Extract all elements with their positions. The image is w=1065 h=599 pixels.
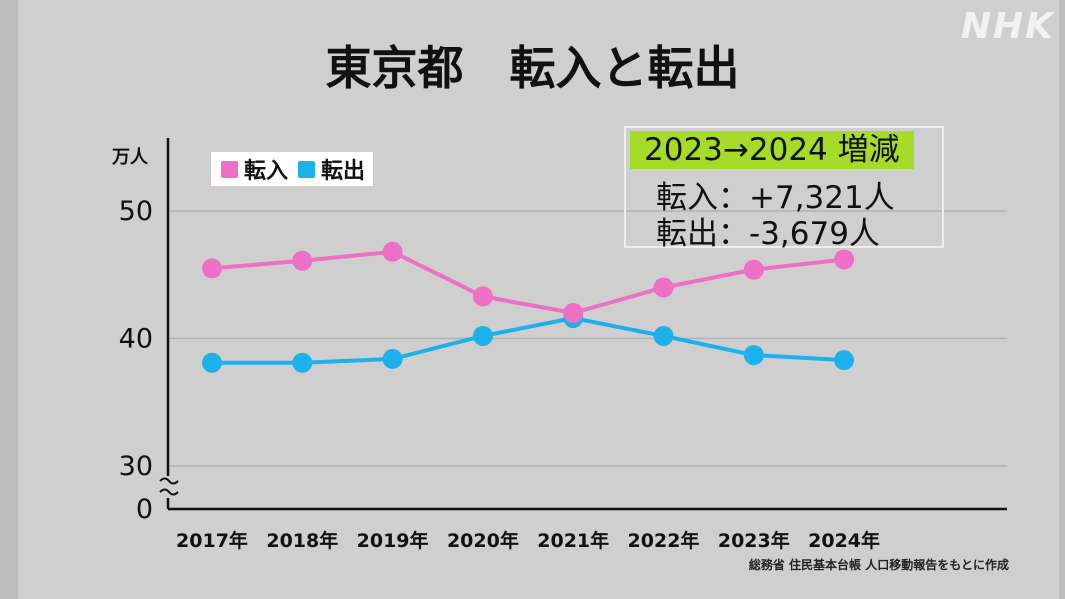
change-info-tennyu: 転入：+7,321人 <box>656 180 895 216</box>
source-note: 総務省 住民基本台帳 人口移動報告をもとに作成 <box>748 558 1009 572</box>
series-1-point-7 <box>834 350 855 371</box>
legend-label-tennyu: 転入 <box>244 159 289 184</box>
series-0-point-2 <box>382 241 403 262</box>
y-axis-unit-label: 万人 <box>111 147 149 168</box>
legend-label-tenshutsu: 転出 <box>321 159 366 184</box>
series-line-0 <box>211 249 845 316</box>
series-1-point-5 <box>653 325 674 346</box>
change-info-tenshutsu: 転出：-3,679人 <box>656 216 880 252</box>
y-tick-label-0: 0 <box>136 494 153 525</box>
left-border-strip <box>0 0 18 599</box>
y-tick-label-30: 30 <box>119 451 153 482</box>
legend-item-tenshutsu: 転出 <box>298 153 365 185</box>
series-1-point-6 <box>743 345 764 366</box>
chart-title: 東京都 転入と転出 <box>325 41 740 95</box>
series-1-point-3 <box>472 325 493 346</box>
series-line-1 <box>212 316 845 365</box>
nhk-logo: NHK <box>960 6 1055 47</box>
series-0-point-3 <box>472 286 493 307</box>
axis-break-mark-lower <box>159 488 179 496</box>
x-tick-label-7: 2024年 <box>808 529 880 552</box>
change-info-heading: 2023→2024 増減 <box>630 131 914 169</box>
x-tick-label-6: 2023年 <box>718 529 790 552</box>
legend-swatch-tenshutsu <box>298 160 316 178</box>
series-0-point-0 <box>202 258 222 279</box>
x-tick-label-5: 2022年 <box>628 529 700 552</box>
axis-break-mark-upper <box>159 477 179 485</box>
series-0-point-7 <box>834 249 855 270</box>
series-1-point-0 <box>202 352 222 373</box>
x-tick-label-1: 2018年 <box>266 529 338 552</box>
series-1-point-2 <box>382 348 403 369</box>
legend-swatch-tennyu <box>221 160 238 178</box>
axis-break-gap <box>158 476 178 498</box>
legend: 転入 転出 <box>211 152 374 186</box>
x-tick-label-3: 2020年 <box>447 529 519 552</box>
x-tick-label-4: 2021年 <box>537 529 609 552</box>
series-0-point-5 <box>653 277 674 298</box>
y-tick-label-50: 50 <box>119 196 153 227</box>
series-1-point-1 <box>292 352 313 373</box>
x-tick-label-2: 2019年 <box>357 529 429 552</box>
x-tick-label-0: 2017年 <box>176 529 248 552</box>
right-border-strip <box>1059 0 1065 599</box>
y-tick-label-40: 40 <box>119 324 153 355</box>
series-0-point-6 <box>743 259 764 280</box>
series-0-point-1 <box>292 250 313 271</box>
change-info-box: 2023→2024 増減 転入：+7,321人 転出：-3,679人 <box>624 126 944 252</box>
series-0-point-4 <box>563 303 584 323</box>
legend-item-tennyu: 転入 <box>221 153 288 185</box>
